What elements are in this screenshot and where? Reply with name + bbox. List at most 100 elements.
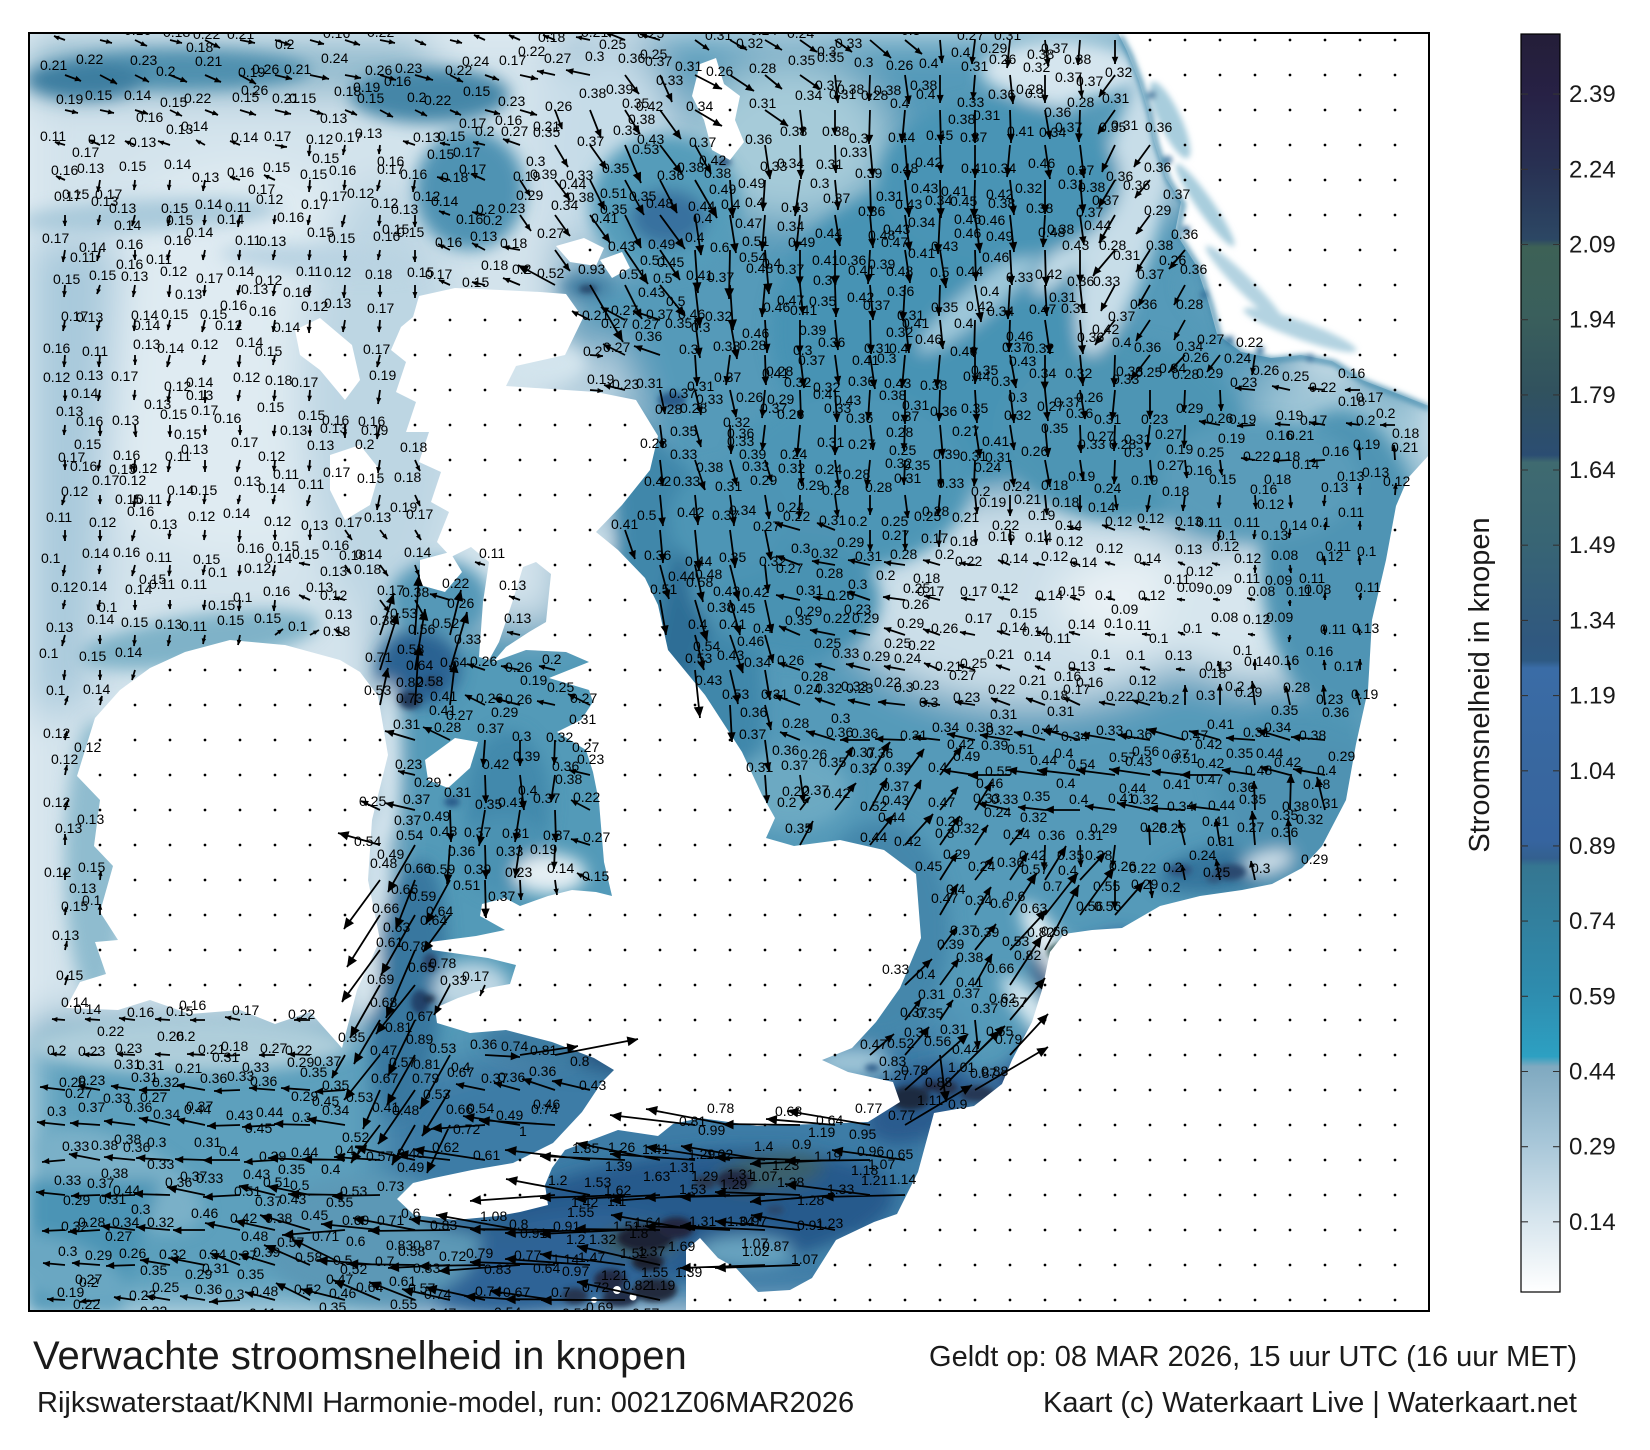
svg-text:0.36: 0.36 xyxy=(635,328,662,344)
svg-text:0.26: 0.26 xyxy=(476,690,503,706)
svg-text:0.11: 0.11 xyxy=(181,618,207,634)
svg-text:0.38: 0.38 xyxy=(696,459,723,475)
svg-text:1.08: 1.08 xyxy=(480,1208,507,1224)
svg-text:0.33: 0.33 xyxy=(103,1090,130,1106)
svg-text:0.24: 0.24 xyxy=(1003,826,1030,842)
svg-text:0.28: 0.28 xyxy=(78,1214,105,1230)
svg-text:0.12: 0.12 xyxy=(119,472,146,488)
svg-text:0.15: 0.15 xyxy=(292,546,319,562)
svg-text:0.77: 0.77 xyxy=(855,1100,882,1116)
svg-text:0.16: 0.16 xyxy=(76,413,103,429)
svg-text:0.72: 0.72 xyxy=(453,1121,480,1137)
svg-text:0.42: 0.42 xyxy=(482,756,509,772)
svg-text:0.37: 0.37 xyxy=(1162,746,1189,762)
svg-text:0.37: 0.37 xyxy=(1137,266,1164,282)
svg-text:0.48: 0.48 xyxy=(370,855,397,871)
svg-text:0.26: 0.26 xyxy=(1206,410,1233,426)
svg-text:0.33: 0.33 xyxy=(496,843,523,859)
svg-text:0.19: 0.19 xyxy=(1276,407,1303,423)
svg-text:0.15: 0.15 xyxy=(357,90,384,106)
svg-text:0.68: 0.68 xyxy=(775,1103,802,1119)
svg-text:0.69: 0.69 xyxy=(342,1212,369,1228)
svg-text:0.19: 0.19 xyxy=(979,494,1006,510)
svg-text:0.12: 0.12 xyxy=(324,264,351,280)
svg-text:0.15: 0.15 xyxy=(160,94,187,110)
svg-text:0.38: 0.38 xyxy=(910,77,937,93)
svg-text:0.11: 0.11 xyxy=(1355,579,1381,595)
svg-text:0.23: 0.23 xyxy=(912,677,939,693)
svg-text:0.16: 0.16 xyxy=(277,209,304,225)
svg-text:0.67: 0.67 xyxy=(447,1064,474,1080)
svg-text:0.21: 0.21 xyxy=(533,118,560,134)
svg-text:0.37: 0.37 xyxy=(577,133,604,149)
svg-text:0.14: 0.14 xyxy=(80,578,107,594)
svg-text:1.21: 1.21 xyxy=(601,1267,628,1283)
svg-text:0.25: 0.25 xyxy=(1203,864,1230,880)
svg-text:0.11: 0.11 xyxy=(146,251,172,267)
svg-text:0.13: 0.13 xyxy=(470,228,497,244)
svg-text:0.27: 0.27 xyxy=(1197,331,1224,347)
svg-text:0.37: 0.37 xyxy=(815,77,842,93)
svg-text:0.37: 0.37 xyxy=(900,1004,927,1020)
svg-text:0.35: 0.35 xyxy=(785,820,812,836)
svg-text:0.26: 0.26 xyxy=(1109,858,1136,874)
svg-text:0.12: 0.12 xyxy=(1041,548,1068,564)
svg-text:0.34: 0.34 xyxy=(153,1106,180,1122)
svg-text:0.36: 0.36 xyxy=(498,1069,525,1085)
svg-text:0.28: 0.28 xyxy=(1172,366,1199,382)
svg-text:0.29: 0.29 xyxy=(1301,851,1328,867)
svg-text:0.14: 0.14 xyxy=(1134,550,1161,566)
svg-text:0.58: 0.58 xyxy=(398,1243,425,1259)
svg-text:0.29: 0.29 xyxy=(797,477,824,493)
svg-text:0.7: 0.7 xyxy=(551,1284,571,1300)
svg-text:0.32: 0.32 xyxy=(61,1218,88,1234)
svg-text:0.17: 0.17 xyxy=(231,434,258,450)
svg-text:0.14: 0.14 xyxy=(195,196,222,212)
svg-text:1: 1 xyxy=(519,1123,527,1139)
svg-text:1.8: 1.8 xyxy=(629,1225,649,1241)
svg-text:0.6: 0.6 xyxy=(346,1233,366,1249)
svg-text:0.13: 0.13 xyxy=(166,121,193,137)
svg-text:1.19: 1.19 xyxy=(1569,683,1616,710)
svg-text:0.18: 0.18 xyxy=(1338,393,1365,409)
svg-text:0.17: 0.17 xyxy=(1334,658,1361,674)
svg-text:0.17: 0.17 xyxy=(248,181,275,197)
svg-text:0.26: 0.26 xyxy=(545,98,572,114)
svg-text:0.16: 0.16 xyxy=(323,25,350,41)
svg-text:0.35: 0.35 xyxy=(817,49,844,65)
svg-text:1.52: 1.52 xyxy=(620,1245,647,1261)
svg-text:1.62: 1.62 xyxy=(604,1182,631,1198)
svg-text:0.88: 0.88 xyxy=(925,1074,952,1090)
svg-text:0.8: 0.8 xyxy=(509,1216,529,1232)
svg-text:0.37: 0.37 xyxy=(971,1000,998,1016)
svg-text:0.68: 0.68 xyxy=(370,994,397,1010)
svg-text:0.4: 0.4 xyxy=(1058,862,1078,878)
svg-text:0.3: 0.3 xyxy=(901,22,921,38)
svg-text:0.22: 0.22 xyxy=(783,508,810,524)
svg-text:0.87: 0.87 xyxy=(413,1237,440,1253)
svg-text:1.18: 1.18 xyxy=(851,1162,878,1178)
svg-text:0.4: 0.4 xyxy=(1112,334,1132,350)
svg-text:0.34: 0.34 xyxy=(322,1102,349,1118)
svg-text:0.7: 0.7 xyxy=(375,1253,395,1269)
svg-text:0.17: 0.17 xyxy=(921,530,948,546)
svg-text:0.28: 0.28 xyxy=(782,715,809,731)
svg-text:0.26: 0.26 xyxy=(252,61,279,77)
svg-text:0.35: 0.35 xyxy=(622,95,649,111)
svg-text:1.69: 1.69 xyxy=(668,1238,695,1254)
svg-text:0.31: 0.31 xyxy=(746,759,773,775)
svg-text:0.43: 0.43 xyxy=(243,1166,270,1182)
svg-text:0.42: 0.42 xyxy=(1035,266,1062,282)
svg-text:0.15: 0.15 xyxy=(119,158,146,174)
svg-text:0.16: 0.16 xyxy=(263,583,290,599)
svg-text:0.3: 0.3 xyxy=(526,153,546,169)
svg-text:0.33: 0.33 xyxy=(196,1170,223,1186)
svg-text:0.37: 0.37 xyxy=(669,385,696,401)
svg-text:0.11: 0.11 xyxy=(298,476,324,492)
svg-text:0.29: 0.29 xyxy=(1235,684,1262,700)
svg-text:0.24: 0.24 xyxy=(1224,350,1251,366)
svg-text:0.13: 0.13 xyxy=(325,606,352,622)
svg-text:0.47: 0.47 xyxy=(1181,727,1208,743)
svg-text:0.19: 0.19 xyxy=(513,168,540,184)
svg-text:0.25: 0.25 xyxy=(640,46,667,62)
